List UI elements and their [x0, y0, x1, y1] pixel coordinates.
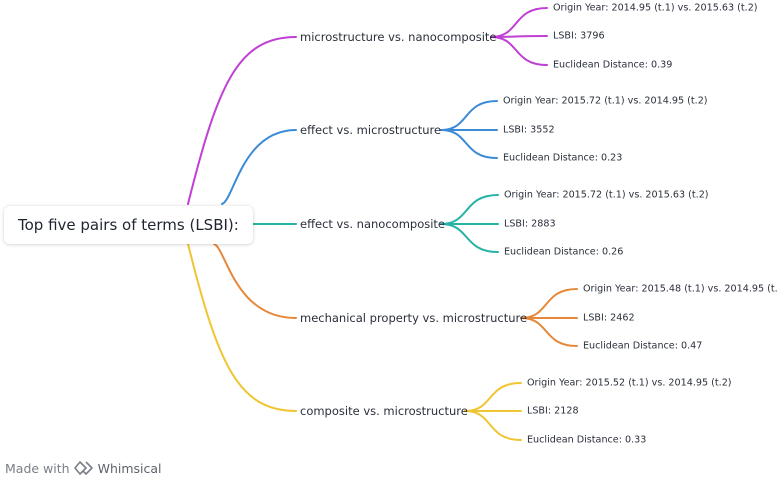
pair-to-detail-connector [440, 223, 499, 253]
detail-text: Origin Year: 2015.72 (t.1) vs. 2015.63 (… [504, 189, 709, 201]
detail-lsbi[interactable]: LSBI: 3796 [553, 31, 605, 42]
detail-origin-year[interactable]: Origin Year: 2015.52 (t.1) vs. 2014.95 (… [527, 378, 732, 389]
detail-text: Origin Year: 2015.48 (t.1) vs. 2014.95 (… [583, 283, 777, 295]
pair-node-effect-microstructure[interactable]: effect vs. microstructure [300, 123, 441, 137]
pair-to-detail-connector [464, 382, 522, 412]
root-node-label: Top five pairs of terms (LSBI): [18, 216, 239, 234]
detail-origin-year[interactable]: Origin Year: 2015.72 (t.1) vs. 2014.95 (… [503, 96, 708, 107]
pair-label: effect vs. nanocomposite [300, 217, 445, 231]
pair-node-effect-nanocomposite[interactable]: effect vs. nanocomposite [300, 217, 445, 231]
pair-label: composite vs. microstructure [300, 404, 468, 418]
detail-text: Origin Year: 2015.72 (t.1) vs. 2014.95 (… [503, 95, 708, 107]
pair-to-detail-connector [490, 7, 548, 38]
detail-lsbi[interactable]: LSBI: 2128 [527, 406, 579, 417]
detail-lsbi[interactable]: LSBI: 2883 [504, 219, 556, 230]
detail-euclidean-distance[interactable]: Euclidean Distance: 0.33 [527, 435, 646, 446]
pair-to-detail-connector [490, 36, 548, 66]
detail-lsbi[interactable]: LSBI: 3552 [503, 125, 555, 136]
pair-to-detail-connector [440, 194, 499, 225]
detail-euclidean-distance[interactable]: Euclidean Distance: 0.39 [553, 60, 672, 71]
detail-text: Euclidean Distance: 0.47 [583, 340, 703, 352]
pair-label: effect vs. microstructure [300, 123, 442, 137]
pair-to-detail-connector [520, 288, 578, 319]
pair-node-composite-microstructure[interactable]: composite vs. microstructure [300, 404, 468, 418]
pair-to-detail-connector [490, 35, 548, 38]
root-node[interactable]: Top five pairs of terms (LSBI): [4, 206, 253, 244]
detail-text: Euclidean Distance: 0.26 [504, 246, 624, 258]
detail-text: Euclidean Distance: 0.33 [527, 434, 647, 446]
detail-text: Euclidean Distance: 0.39 [553, 59, 673, 71]
whimsical-brand-text: Whimsical [97, 460, 162, 476]
pair-node-mechanical-property-microstructure[interactable]: mechanical property vs. microstructure [300, 311, 527, 325]
detail-euclidean-distance[interactable]: Euclidean Distance: 0.47 [583, 341, 702, 352]
pair-node-microstructure-nanocomposite[interactable]: microstructure vs. nanocomposite [300, 30, 497, 44]
root-to-pair-connector [187, 243, 297, 412]
detail-origin-year[interactable]: Origin Year: 2014.95 (t.1) vs. 2015.63 (… [553, 3, 758, 14]
detail-text: Origin Year: 2015.52 (t.1) vs. 2014.95 (… [527, 377, 732, 389]
detail-text: LSBI: 3796 [553, 30, 605, 42]
detail-text: LSBI: 2128 [527, 405, 579, 417]
made-with-text: Made with [5, 460, 70, 476]
detail-euclidean-distance[interactable]: Euclidean Distance: 0.23 [503, 153, 622, 164]
detail-text: Euclidean Distance: 0.23 [503, 152, 623, 164]
root-to-pair-connector [213, 243, 297, 319]
pair-to-detail-connector [464, 410, 522, 441]
detail-lsbi[interactable]: LSBI: 2462 [583, 313, 635, 324]
pair-label: mechanical property vs. microstructure [300, 311, 528, 325]
detail-text: LSBI: 3552 [503, 124, 555, 136]
made-with-badge[interactable]: Made with Whimsical [5, 458, 162, 478]
pair-label: microstructure vs. nanocomposite [300, 30, 497, 44]
root-to-pair-connector [187, 36, 297, 205]
root-to-pair-connector [221, 129, 297, 205]
pair-to-detail-connector [520, 317, 578, 347]
whimsical-logo-icon [73, 461, 93, 475]
detail-origin-year[interactable]: Origin Year: 2015.72 (t.1) vs. 2015.63 (… [504, 190, 709, 201]
pair-to-detail-connector [440, 100, 498, 131]
pair-to-detail-connector [440, 129, 498, 159]
detail-text: LSBI: 2883 [504, 218, 556, 230]
detail-text: LSBI: 2462 [583, 312, 635, 324]
detail-euclidean-distance[interactable]: Euclidean Distance: 0.26 [504, 247, 623, 258]
detail-text: Origin Year: 2014.95 (t.1) vs. 2015.63 (… [553, 2, 758, 14]
detail-origin-year[interactable]: Origin Year: 2015.48 (t.1) vs. 2014.95 (… [583, 284, 777, 295]
